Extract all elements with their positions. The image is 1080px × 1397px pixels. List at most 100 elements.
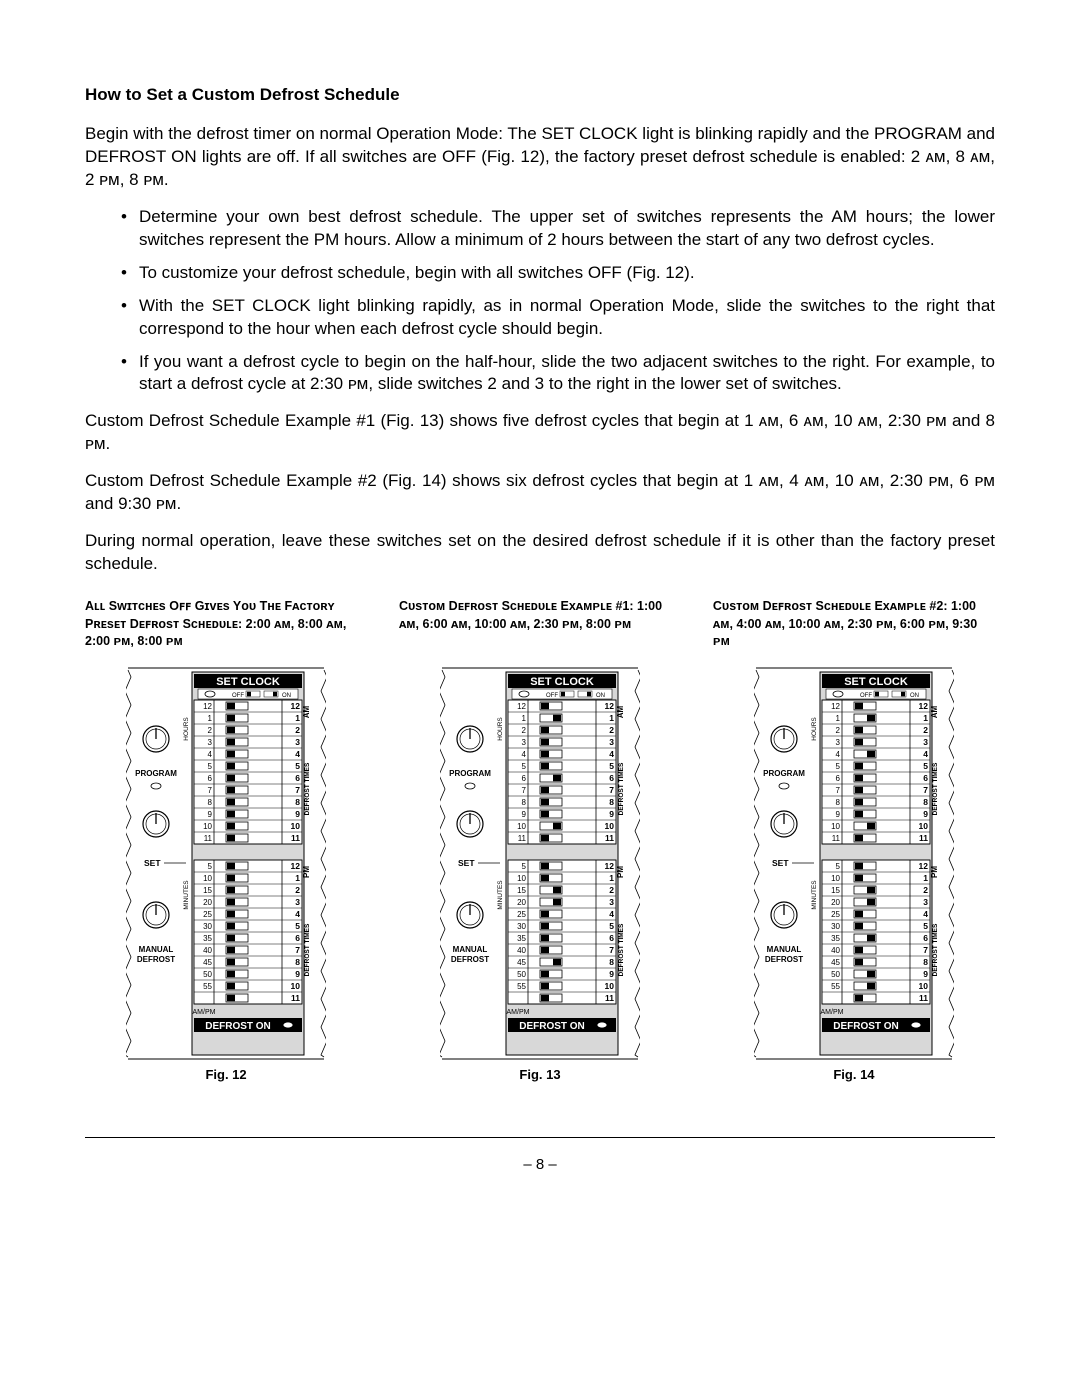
svg-text:50: 50 <box>831 970 840 979</box>
svg-text:9: 9 <box>295 809 300 819</box>
svg-text:3: 3 <box>522 738 527 747</box>
svg-text:4: 4 <box>295 749 300 759</box>
svg-text:DEFROST ON: DEFROST ON <box>833 1021 899 1032</box>
figure-label-12: Fig. 12 <box>85 1067 367 1082</box>
svg-text:ON: ON <box>282 693 291 699</box>
svg-text:2: 2 <box>522 726 527 735</box>
svg-text:6: 6 <box>923 773 928 783</box>
svg-text:SET CLOCK: SET CLOCK <box>844 676 908 688</box>
svg-text:5: 5 <box>208 762 213 771</box>
figure-caption-13: Cᴜsᴛᴏᴍ Dᴇꜰʀᴏsᴛ Sᴄʜᴇᴅᴜʟᴇ Exᴀᴍᴘʟᴇ #1: 1:00… <box>399 598 681 656</box>
svg-text:1: 1 <box>609 713 614 723</box>
svg-text:OFF: OFF <box>546 693 558 699</box>
svg-text:8: 8 <box>208 798 213 807</box>
svg-text:10: 10 <box>291 821 301 831</box>
svg-text:MINUTES: MINUTES <box>183 880 190 910</box>
svg-text:SET: SET <box>458 858 475 868</box>
svg-text:6: 6 <box>295 773 300 783</box>
svg-text:55: 55 <box>203 982 212 991</box>
svg-text:11: 11 <box>204 834 213 843</box>
timer-panel-fig12: SET CLOCKOFFONHOURSAMDEFROST TIMES1212 1… <box>126 666 326 1061</box>
svg-text:7: 7 <box>208 786 213 795</box>
svg-text:2: 2 <box>836 726 841 735</box>
svg-text:DEFROST ON: DEFROST ON <box>205 1021 271 1032</box>
svg-text:10: 10 <box>517 822 526 831</box>
svg-text:4: 4 <box>923 749 928 759</box>
svg-text:MANUAL: MANUAL <box>453 945 488 954</box>
example2-paragraph: Custom Defrost Schedule Example #2 (Fig.… <box>85 470 995 516</box>
svg-text:HOURS: HOURS <box>497 717 504 741</box>
svg-text:9: 9 <box>836 810 841 819</box>
svg-text:6: 6 <box>295 933 300 943</box>
svg-text:2: 2 <box>923 885 928 895</box>
svg-text:SET: SET <box>772 858 789 868</box>
svg-text:OFF: OFF <box>860 693 872 699</box>
svg-text:1: 1 <box>522 714 527 723</box>
svg-text:20: 20 <box>517 898 526 907</box>
svg-text:30: 30 <box>831 922 840 931</box>
svg-text:1: 1 <box>609 873 614 883</box>
svg-text:1: 1 <box>295 873 300 883</box>
svg-text:1: 1 <box>923 713 928 723</box>
svg-text:7: 7 <box>295 945 300 955</box>
svg-text:11: 11 <box>919 993 928 1003</box>
svg-text:35: 35 <box>517 934 526 943</box>
svg-text:7: 7 <box>295 785 300 795</box>
svg-text:11: 11 <box>832 834 841 843</box>
svg-text:10: 10 <box>517 874 526 883</box>
svg-text:3: 3 <box>609 897 614 907</box>
svg-text:40: 40 <box>831 946 840 955</box>
svg-text:15: 15 <box>517 886 526 895</box>
svg-text:11: 11 <box>605 993 614 1003</box>
figure-caption-12: Aʟʟ Sᴡɪᴛᴄʜᴇs Oꜰꜰ Gɪᴠᴇs Yᴏᴜ Tʜᴇ Fᴀᴄᴛᴏʀʏ P… <box>85 598 367 656</box>
svg-text:6: 6 <box>923 933 928 943</box>
svg-text:3: 3 <box>208 738 213 747</box>
svg-text:7: 7 <box>923 945 928 955</box>
svg-text:35: 35 <box>831 934 840 943</box>
svg-text:DEFROST TIMES: DEFROST TIMES <box>932 762 939 815</box>
section-heading: How to Set a Custom Defrost Schedule <box>85 85 995 105</box>
svg-text:DEFROST: DEFROST <box>765 955 803 964</box>
svg-text:20: 20 <box>203 898 212 907</box>
svg-text:5: 5 <box>923 921 928 931</box>
svg-text:4: 4 <box>836 750 841 759</box>
bullet-item: Determine your own best defrost schedule… <box>121 206 995 252</box>
svg-text:45: 45 <box>831 958 840 967</box>
closing-paragraph: During normal operation, leave these swi… <box>85 530 995 576</box>
svg-text:3: 3 <box>295 737 300 747</box>
figure-label-14: Fig. 14 <box>713 1067 995 1082</box>
svg-text:50: 50 <box>517 970 526 979</box>
svg-text:2: 2 <box>609 725 614 735</box>
svg-text:12: 12 <box>291 861 301 871</box>
timer-panel-fig13: SET CLOCKOFFONHOURSAMDEFROST TIMES1212 1… <box>440 666 640 1061</box>
svg-text:5: 5 <box>923 761 928 771</box>
svg-text:SET CLOCK: SET CLOCK <box>530 676 594 688</box>
svg-text:DEFROST TIMES: DEFROST TIMES <box>618 762 625 815</box>
svg-text:DEFROST: DEFROST <box>451 955 489 964</box>
svg-text:ON: ON <box>596 693 605 699</box>
bullet-list: Determine your own best defrost schedule… <box>121 206 995 397</box>
svg-text:8: 8 <box>836 798 841 807</box>
svg-text:4: 4 <box>295 909 300 919</box>
svg-text:25: 25 <box>517 910 526 919</box>
svg-text:9: 9 <box>609 809 614 819</box>
svg-text:MINUTES: MINUTES <box>497 880 504 910</box>
svg-text:4: 4 <box>522 750 527 759</box>
svg-text:5: 5 <box>836 762 841 771</box>
svg-text:MANUAL: MANUAL <box>139 945 174 954</box>
svg-text:12: 12 <box>605 861 615 871</box>
svg-text:MANUAL: MANUAL <box>767 945 802 954</box>
svg-text:8: 8 <box>295 797 300 807</box>
svg-text:OFF: OFF <box>232 693 244 699</box>
svg-text:9: 9 <box>522 810 527 819</box>
svg-text:3: 3 <box>923 897 928 907</box>
svg-text:12: 12 <box>918 861 928 871</box>
bullet-item: If you want a defrost cycle to begin on … <box>121 351 995 397</box>
svg-text:15: 15 <box>831 886 840 895</box>
svg-text:45: 45 <box>203 958 212 967</box>
svg-text:4: 4 <box>609 749 614 759</box>
svg-text:2: 2 <box>923 725 928 735</box>
svg-text:DEFROST TIMES: DEFROST TIMES <box>932 923 939 976</box>
svg-text:25: 25 <box>203 910 212 919</box>
svg-text:9: 9 <box>923 809 928 819</box>
